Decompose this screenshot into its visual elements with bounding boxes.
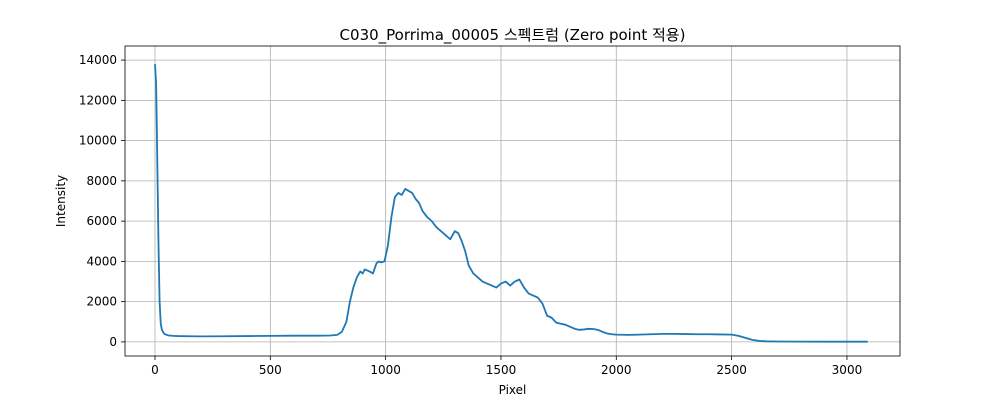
x-tick-label: 1500 bbox=[486, 363, 517, 377]
y-tick-label: 12000 bbox=[79, 93, 117, 107]
y-tick-label: 2000 bbox=[86, 295, 117, 309]
x-axis-label: Pixel bbox=[499, 383, 527, 397]
y-axis-label: Intensity bbox=[54, 175, 68, 227]
x-tick-label: 2500 bbox=[716, 363, 747, 377]
grid-lines bbox=[125, 46, 900, 356]
chart-title: C030_Porrima_00005 스펙트럼 (Zero point 적용) bbox=[340, 26, 686, 45]
axis-ticks: 0 500 1000 1500 2000 2500 3000 0 2000 4000 6000 800… bbox=[79, 53, 862, 377]
x-tick-label: 2000 bbox=[601, 363, 632, 377]
x-tick-label: 500 bbox=[259, 363, 282, 377]
plot-area bbox=[125, 46, 900, 356]
y-tick-label: 0 bbox=[109, 335, 117, 349]
plot-frame bbox=[124, 45, 901, 357]
series-line-0 bbox=[154, 64, 868, 343]
y-tick-label: 10000 bbox=[79, 134, 117, 148]
y-tick-label: 8000 bbox=[86, 174, 117, 188]
x-tick-label: 1000 bbox=[370, 363, 401, 377]
y-tick-label: 14000 bbox=[79, 53, 117, 67]
y-tick-label: 6000 bbox=[86, 214, 117, 228]
x-tick-label: 0 bbox=[151, 363, 159, 377]
series-layer bbox=[154, 64, 868, 343]
y-tick-label: 4000 bbox=[86, 254, 117, 268]
x-tick-label: 3000 bbox=[832, 363, 863, 377]
